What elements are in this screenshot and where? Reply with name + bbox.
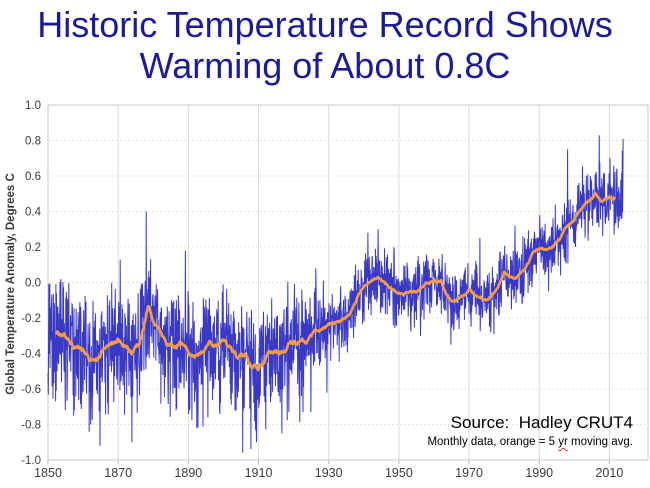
moving-average-series (55, 192, 616, 372)
page-title-line-1: Historic Temperature Record Shows (37, 4, 613, 45)
page-title-line-2: Warming of About 0.8C (139, 45, 511, 86)
x-tick-label: 1990 (525, 466, 553, 480)
x-tick-label: 1850 (34, 466, 62, 480)
x-tick-label: 1950 (385, 466, 413, 480)
y-tick-label: -0.6 (21, 384, 41, 396)
y-tick-label: 1.0 (25, 100, 41, 112)
x-tick-label: 1870 (104, 466, 132, 480)
x-tick-label: 1930 (315, 466, 343, 480)
page-title: Historic Temperature Record Shows Warmin… (0, 4, 650, 86)
x-tick-label: 1890 (174, 466, 202, 480)
y-tick-label: -0.8 (21, 420, 41, 432)
source-note-spellcheck-word: yr (558, 436, 568, 448)
y-tick-label: 0.8 (25, 136, 41, 148)
y-tick-label: 0.2 (25, 242, 41, 254)
y-tick-label: -1.0 (21, 455, 41, 467)
y-tick-label: 0.0 (25, 278, 41, 290)
source-label: Source: Hadley CRUT4 (450, 413, 633, 432)
x-tick-label: 1910 (245, 466, 273, 480)
y-tick-label: -0.2 (21, 313, 41, 325)
y-tick-label: 0.6 (25, 171, 41, 183)
y-tick-label: -0.4 (21, 349, 41, 361)
y-axis-label: Global Temperature Anomaly, Degrees C (5, 173, 17, 395)
x-tick-label: 1970 (455, 466, 483, 480)
source-block: Source: Hadley CRUT4 Monthly data, orang… (427, 413, 633, 448)
monthly-anomaly-series (47, 135, 624, 453)
source-note-suffix: moving avg. (567, 436, 633, 448)
source-note-prefix: Monthly data, orange = 5 (427, 436, 559, 448)
source-note: Monthly data, orange = 5 yr moving avg. (427, 436, 633, 448)
y-tick-label: 0.4 (25, 207, 42, 219)
x-tick-label: 2010 (595, 466, 623, 480)
